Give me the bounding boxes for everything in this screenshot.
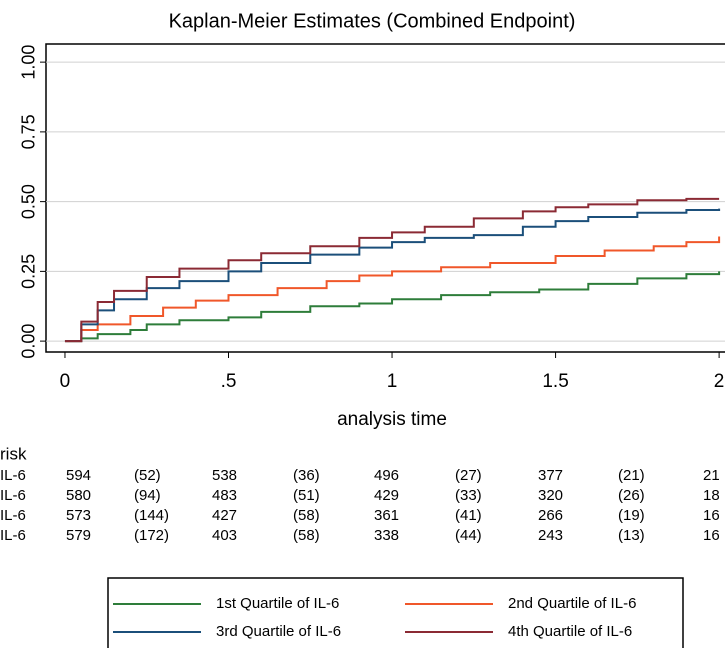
- risk-cell: 338: [374, 527, 399, 544]
- y-tick-label: 0.25: [19, 254, 39, 289]
- legend-box: [107, 577, 684, 648]
- y-tick-label: 0.00: [19, 324, 39, 359]
- x-tick-label: .5: [221, 371, 237, 392]
- risk-cell: 243: [538, 527, 563, 544]
- risk-row-label: IL-6: [0, 467, 26, 484]
- risk-cell: 427: [212, 507, 237, 524]
- risk-cell: 594: [66, 467, 91, 484]
- x-tick-label: 2: [714, 371, 725, 392]
- legend-label: 4th Quartile of IL-6: [508, 623, 632, 640]
- risk-cell: (52): [134, 467, 161, 484]
- risk-cell: (27): [455, 467, 482, 484]
- risk-cell: (36): [293, 467, 320, 484]
- chart-title: Kaplan-Meier Estimates (Combined Endpoin…: [169, 10, 576, 32]
- risk-cell: (19): [618, 507, 645, 524]
- risk-cell: (172): [134, 527, 169, 544]
- risk-cell: 320: [538, 487, 563, 504]
- risk-cell: 16: [703, 507, 720, 524]
- km-curve: [64, 236, 721, 343]
- risk-cell: 361: [374, 507, 399, 524]
- risk-cell: 429: [374, 487, 399, 504]
- y-tick-label: 0.50: [19, 184, 39, 219]
- risk-cell: (33): [455, 487, 482, 504]
- risk-cell: 573: [66, 507, 91, 524]
- y-tick-label: 1.00: [19, 45, 39, 80]
- risk-cell: (58): [293, 527, 320, 544]
- risk-cell: (58): [293, 507, 320, 524]
- risk-cell: (41): [455, 507, 482, 524]
- km-curve: [64, 271, 721, 343]
- x-tick-label: 0: [60, 371, 71, 392]
- risk-cell: 403: [212, 527, 237, 544]
- plot-area: [45, 43, 725, 353]
- legend-label: 1st Quartile of IL-6: [216, 595, 339, 612]
- risk-cell: 266: [538, 507, 563, 524]
- y-tick-label: 0.75: [19, 114, 39, 149]
- risk-cell: (51): [293, 487, 320, 504]
- legend-label: 3rd Quartile of IL-6: [216, 623, 341, 640]
- risk-cell: 580: [66, 487, 91, 504]
- risk-cell: (144): [134, 507, 169, 524]
- risk-cell: 483: [212, 487, 237, 504]
- x-tick-label: 1: [387, 371, 398, 392]
- risk-row-label: IL-6: [0, 507, 26, 524]
- risk-row-label: IL-6: [0, 487, 26, 504]
- x-tick-label: 1.5: [542, 371, 568, 392]
- risk-cell: 538: [212, 467, 237, 484]
- risk-cell: (26): [618, 487, 645, 504]
- risk-table-title: risk: [0, 444, 27, 463]
- risk-row-label: IL-6: [0, 527, 26, 544]
- risk-cell: 496: [374, 467, 399, 484]
- risk-cell: 377: [538, 467, 563, 484]
- risk-cell: 16: [703, 527, 720, 544]
- km-curve: [64, 197, 720, 343]
- risk-cell: (13): [618, 527, 645, 544]
- risk-cell: (94): [134, 487, 161, 504]
- risk-cell: 579: [66, 527, 91, 544]
- x-axis-label: analysis time: [337, 409, 447, 430]
- risk-cell: 18: [703, 487, 720, 504]
- risk-cell: 21: [703, 467, 720, 484]
- risk-cell: (44): [455, 527, 482, 544]
- legend-label: 2nd Quartile of IL-6: [508, 595, 636, 612]
- risk-cell: (21): [618, 467, 645, 484]
